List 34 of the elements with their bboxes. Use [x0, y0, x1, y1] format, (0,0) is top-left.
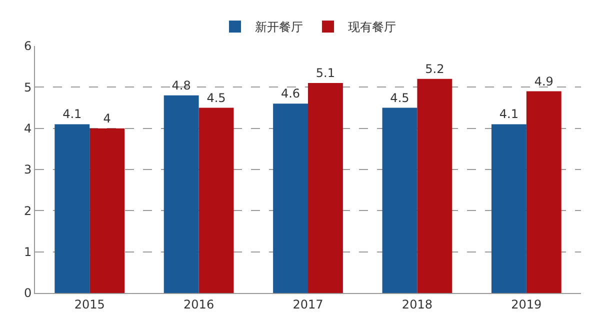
x-tick-label: 2019 [511, 297, 542, 312]
data-label: 4.1 [499, 107, 518, 122]
bar [526, 91, 562, 293]
x-tick-label: 2015 [74, 297, 105, 312]
bar [417, 78, 452, 293]
bar [198, 108, 234, 293]
bar [90, 128, 125, 293]
data-label: 5.1 [316, 66, 336, 80]
y-tick-label: 5 [24, 80, 32, 94]
bar [273, 104, 308, 293]
data-label: 4 [103, 111, 111, 126]
x-tick-label: 2016 [184, 297, 214, 312]
x-tick-label: 2017 [292, 297, 324, 312]
data-label: 4.5 [206, 90, 226, 105]
y-tick-label: 4 [24, 122, 32, 136]
legend-label: 现有餐厅 [348, 20, 396, 34]
bar [164, 95, 199, 293]
data-label: 4.6 [280, 86, 300, 101]
data-label: 4.9 [534, 74, 554, 88]
bar [54, 124, 90, 293]
y-tick-label: 0 [24, 286, 32, 300]
y-tick-label: 3 [24, 162, 32, 177]
bar [491, 124, 526, 293]
y-tick-label: 2 [24, 204, 32, 218]
legend-label: 新开餐厅 [255, 20, 303, 34]
y-tick-label: 1 [24, 245, 32, 260]
data-label: 4.8 [172, 78, 191, 92]
bar [308, 83, 343, 293]
bar [382, 108, 418, 293]
x-tick-label: 2018 [402, 297, 432, 312]
data-label: 4.5 [390, 90, 410, 105]
data-label: 5.2 [425, 62, 444, 76]
data-label: 4.1 [62, 107, 82, 122]
y-tick-label: 6 [24, 39, 32, 54]
